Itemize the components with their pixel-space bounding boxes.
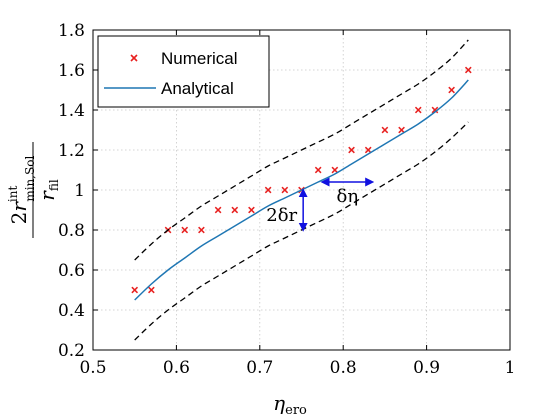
marker-stroke (181, 226, 189, 234)
marker-stroke (314, 166, 322, 174)
marker-stroke (448, 86, 455, 94)
marker-stroke (364, 146, 372, 154)
y-label-numerator: 2rint min,Sol (6, 155, 37, 224)
marker-stroke (398, 126, 405, 134)
delta-r-label: 2δr (266, 205, 297, 226)
numerical-point (181, 226, 189, 234)
y-ticks: 0.2 0.4 0.6 0.8 1 1.2 1.4 1.6 1.8 (58, 21, 510, 361)
numerical-point (464, 66, 472, 74)
marker-stroke (431, 106, 439, 114)
y-tick-label: 1.8 (58, 21, 85, 41)
x-ticks: 0.5 0.6 0.7 0.8 0.9 1 (79, 30, 515, 378)
y-tick-label: 0.6 (58, 261, 85, 281)
numerical-point (314, 166, 322, 174)
legend-box (97, 35, 270, 108)
legend-label-numerical: Numerical (161, 49, 238, 68)
marker-stroke (248, 206, 255, 214)
numerical-point (331, 166, 339, 174)
numerical-point (264, 186, 272, 194)
y-tick-label: 1.6 (58, 61, 85, 81)
x-tick-label: 0.7 (246, 358, 273, 378)
y-tick-label: 1 (74, 181, 85, 201)
x-tick-label: 1 (505, 358, 516, 378)
y-tick-label: 1.4 (58, 101, 85, 121)
y-tick-label: 1.2 (58, 141, 85, 161)
marker-stroke (381, 126, 389, 134)
x-tick-label: 0.6 (163, 358, 190, 378)
numerical-point (248, 206, 255, 214)
marker-stroke (148, 286, 155, 294)
y-axis-label: 2rint min,Sol rfil (6, 142, 61, 238)
x-tick-label: 0.5 (79, 358, 106, 378)
numerical-point (281, 186, 289, 194)
numerical-point (364, 146, 372, 154)
x-axis-label: ηero (273, 391, 307, 418)
annotation-layer: 2δr δη (266, 177, 375, 232)
upper-bound-dashed-line (134, 39, 469, 261)
legend-label-analytical: Analytical (161, 79, 234, 98)
marker-stroke (198, 226, 205, 234)
marker-stroke (414, 106, 422, 114)
marker-stroke (281, 186, 289, 194)
numerical-point (148, 286, 155, 294)
marker-stroke (464, 66, 472, 74)
numerical-point (431, 106, 439, 114)
numerical-point (348, 146, 355, 154)
marker-stroke (131, 286, 139, 294)
marker-stroke (214, 206, 222, 214)
numerical-point (414, 106, 422, 114)
y-tick-label: 0.2 (58, 341, 85, 361)
y-label-denominator: rfil (35, 179, 61, 201)
y-tick-label: 0.4 (58, 301, 85, 321)
marker-stroke (331, 166, 339, 174)
legend: Numerical Analytical (97, 35, 270, 108)
numerical-point (131, 286, 139, 294)
marker-stroke (348, 146, 355, 154)
numerical-point (231, 206, 239, 214)
legend-marker-numerical (130, 54, 138, 62)
marker-stroke (231, 206, 239, 214)
x-tick-label: 0.8 (330, 358, 357, 378)
numerical-point (214, 206, 222, 214)
y-tick-label: 0.8 (58, 221, 85, 241)
legend-entry-numerical: Numerical (130, 49, 238, 68)
legend-entry-analytical: Analytical (104, 79, 234, 98)
delta-eta-label: δη (337, 186, 359, 207)
numerical-point (198, 226, 205, 234)
numerical-point (398, 126, 405, 134)
numerical-point (448, 86, 455, 94)
x-tick-label: 0.9 (413, 358, 440, 378)
marker-stroke (264, 186, 272, 194)
numerical-point (381, 126, 389, 134)
